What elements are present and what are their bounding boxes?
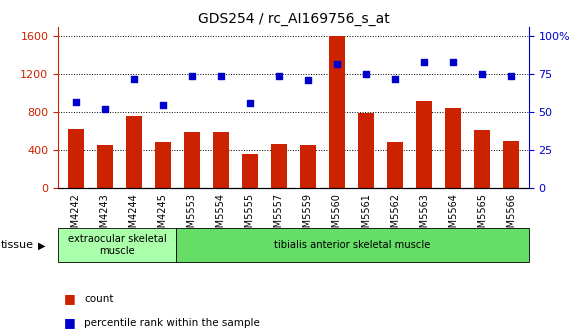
Bar [503,141,519,188]
Point [187,73,196,79]
Bar [175,228,529,262]
Bar [184,132,200,188]
Bar [271,143,287,188]
Point [245,100,254,106]
Bar [213,132,229,188]
Bar [67,129,84,188]
Point [478,72,487,77]
Text: ■: ■ [64,316,76,329]
Bar [474,130,490,188]
Point [332,61,342,67]
Point [71,99,80,104]
Point [449,59,458,65]
Point [129,76,138,82]
Text: extraocular skeletal
muscle: extraocular skeletal muscle [67,235,166,256]
Bar [300,144,316,188]
Text: percentile rank within the sample: percentile rank within the sample [84,318,260,328]
Title: GDS254 / rc_AI169756_s_at: GDS254 / rc_AI169756_s_at [198,12,389,26]
Text: tibialis anterior skeletal muscle: tibialis anterior skeletal muscle [274,240,431,250]
Bar [358,113,374,188]
Point [274,73,284,79]
Text: ■: ■ [64,293,76,305]
Point [390,76,400,82]
Bar [416,101,432,188]
Point [303,78,313,83]
Bar [125,116,142,188]
Bar [155,142,171,188]
Text: tissue: tissue [1,240,34,250]
Point [216,73,225,79]
Bar [445,108,461,188]
Text: count: count [84,294,114,304]
Bar [387,142,403,188]
Point [100,107,109,112]
Point [507,73,516,79]
Point [158,102,167,108]
Point [361,72,371,77]
Bar [242,154,258,188]
Bar [96,145,113,188]
Text: ▶: ▶ [38,240,45,250]
Point [419,59,429,65]
Bar [58,228,175,262]
Bar [329,36,345,188]
